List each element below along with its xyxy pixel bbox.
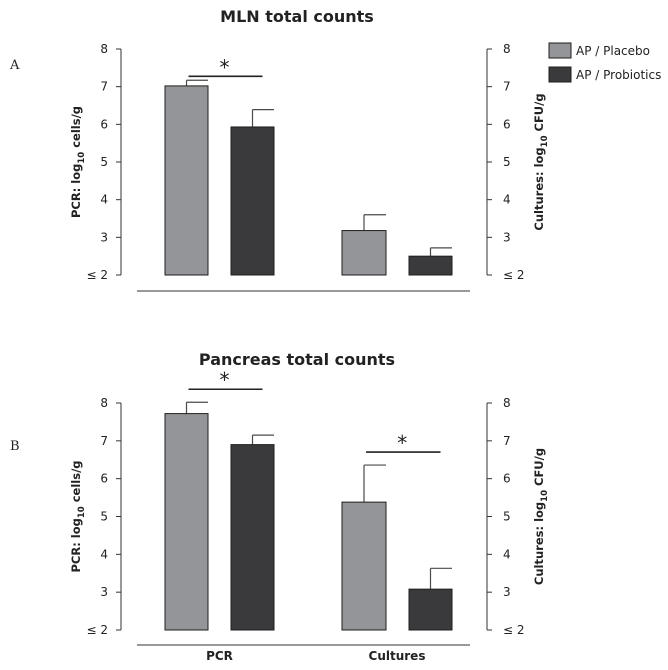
y-tick-label-left: 4 (100, 547, 108, 561)
bar-ap-placebo-cultures (341, 230, 387, 276)
bar-ap-placebo-pcr (164, 413, 209, 631)
significance-star: * (220, 55, 230, 79)
y-tick-label-right: 8 (503, 42, 511, 56)
y-tick-label-left: 4 (100, 193, 108, 207)
y-tick-label-left: 5 (100, 155, 108, 169)
bar-ap-probiotics-cultures (408, 255, 453, 276)
y-tick-label-right: 4 (503, 547, 511, 561)
bar-ap-probiotics-cultures (408, 588, 453, 631)
y-tick-label-left: ≤ 2 (86, 268, 108, 282)
bar-ap-probiotics-pcr (230, 126, 275, 276)
y-axis-title-right: Cultures: log10 CFU/g (532, 93, 550, 230)
panel-a: A MLN total counts ≤ 2 ≤ 2 3 3 4 4 5 5 6 6 7 7 8 8 PCR: … (9, 7, 550, 292)
bar-ap-probiotics-pcr (230, 444, 275, 631)
y-tick-label-right: 7 (503, 80, 511, 94)
y-axis-title-right: Cultures: log10 CFU/g (532, 448, 550, 585)
y-tick-label-right: ≤ 2 (503, 268, 525, 282)
legend-swatch (548, 42, 572, 59)
legend-label: AP / Probiotics (576, 68, 661, 82)
y-tick-label-right: 8 (503, 396, 511, 410)
y-tick-label-left: 8 (100, 396, 108, 410)
y-tick-label-left: 5 (100, 510, 108, 524)
y-tick-label-left: 8 (100, 42, 108, 56)
y-tick-label-left: 6 (100, 472, 108, 486)
y-tick-label-left: 7 (100, 434, 108, 448)
bar-ap-placebo-cultures (341, 501, 387, 631)
y-tick-label-right: ≤ 2 (503, 623, 525, 637)
y-tick-label-right: 5 (503, 510, 511, 524)
y-tick-label-right: 4 (503, 193, 511, 207)
y-axis-title-left: PCR: log10 cells/g (69, 460, 87, 572)
panel-label: A (9, 58, 20, 73)
y-tick-label-right: 3 (503, 585, 511, 599)
y-tick-label-left: 3 (100, 585, 108, 599)
legend-swatch (548, 66, 572, 83)
chart-title: MLN total counts (220, 7, 374, 26)
x-category-label: PCR (206, 649, 233, 663)
y-tick-label-left: 6 (100, 117, 108, 131)
legend: AP / Placebo AP / Probiotics (548, 42, 661, 83)
y-tick-label-left: 3 (100, 230, 108, 244)
y-tick-label-right: 6 (503, 117, 511, 131)
y-tick-label-right: 3 (503, 230, 511, 244)
x-category-label: Cultures (369, 649, 426, 663)
y-tick-label-left: ≤ 2 (86, 623, 108, 637)
y-tick-label-left: 7 (100, 80, 108, 94)
y-tick-label-right: 7 (503, 434, 511, 448)
y-tick-label-right: 5 (503, 155, 511, 169)
legend-label: AP / Placebo (576, 44, 650, 58)
panel-label: B (10, 439, 20, 454)
y-axis-title-left: PCR: log10 cells/g (69, 106, 87, 218)
y-tick-label-right: 6 (503, 472, 511, 486)
bar-ap-placebo-pcr (164, 85, 209, 276)
panel-b: B Pancreas total counts ≤ 2 ≤ 2 3 3 4 4 5 5 6 6 7 7 8 8… (10, 350, 550, 663)
significance-star: * (397, 431, 407, 455)
significance-star: * (220, 368, 230, 392)
chart-title: Pancreas total counts (199, 350, 395, 369)
